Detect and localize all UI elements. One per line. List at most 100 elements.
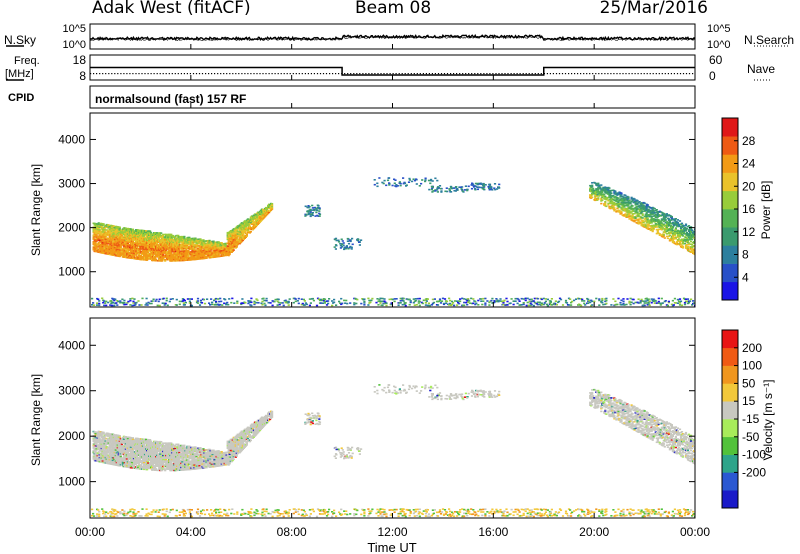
power-point: [131, 304, 134, 307]
power-point: [670, 303, 673, 306]
power-point: [156, 253, 159, 255]
power-point: [161, 260, 164, 262]
nave-point: [688, 73, 691, 75]
nave-point: [141, 73, 143, 75]
power-point: [206, 241, 209, 243]
power-point: [631, 213, 634, 215]
power-point: [184, 255, 187, 258]
power-point: [643, 304, 646, 307]
power-point: [141, 233, 145, 236]
power-point: [240, 224, 243, 227]
power-point: [357, 238, 360, 241]
power-point: [578, 297, 581, 300]
power-point: [160, 246, 163, 249]
power-point: [424, 302, 427, 304]
power-point: [309, 215, 312, 218]
power-point: [206, 248, 209, 250]
power-point: [343, 299, 346, 302]
nave-point: [150, 73, 152, 75]
power-point: [132, 302, 135, 304]
power-point: [647, 208, 650, 211]
power-point: [474, 188, 477, 191]
power-point: [138, 249, 142, 251]
power-point: [97, 242, 100, 244]
power-point: [598, 304, 601, 306]
nave-point: [153, 73, 155, 75]
nave-point: [598, 73, 600, 75]
power-point: [146, 234, 149, 236]
power-point: [452, 302, 455, 304]
power-point: [305, 213, 308, 216]
power-point: [450, 191, 453, 193]
power-point: [306, 210, 309, 213]
power-point: [104, 246, 107, 248]
power-point: [226, 233, 229, 235]
power-point: [108, 235, 111, 237]
power-point: [180, 247, 183, 250]
power-point: [126, 229, 129, 231]
power-point: [114, 241, 117, 244]
power-point: [196, 239, 199, 242]
nave-point: [177, 73, 179, 75]
power-point: [218, 300, 221, 303]
power-point: [191, 251, 194, 253]
nave-point: [607, 73, 609, 75]
power-point: [311, 204, 314, 207]
nave-point: [628, 73, 630, 75]
nave-point: [220, 73, 222, 75]
power-point: [401, 303, 404, 306]
power-point: [334, 238, 337, 241]
power-point: [132, 300, 135, 303]
power-point: [409, 301, 412, 304]
power-point: [681, 247, 685, 249]
power-point: [150, 302, 153, 305]
power-point: [367, 297, 370, 300]
power-point: [670, 215, 673, 218]
velocity-point: [95, 443, 98, 446]
power-point: [489, 188, 492, 191]
power-point: [163, 304, 166, 306]
power-point: [119, 301, 122, 304]
power-point: [141, 245, 145, 248]
nave-point: [437, 73, 440, 75]
power-point: [116, 248, 119, 251]
power-point: [481, 303, 484, 306]
power-point: [404, 304, 407, 307]
power-point: [212, 248, 215, 251]
power-point: [241, 298, 244, 300]
power-point: [162, 235, 165, 237]
power-point: [565, 302, 569, 304]
power-point: [188, 302, 191, 304]
power-point: [97, 223, 100, 226]
power-point: [607, 202, 610, 205]
power-point: [104, 235, 107, 238]
power-point: [443, 298, 447, 300]
power-point: [382, 182, 385, 185]
power-point: [484, 304, 487, 306]
power-point: [660, 222, 663, 224]
nave-point: [319, 73, 322, 75]
power-point: [284, 301, 287, 304]
power-point: [183, 259, 186, 262]
nave-point: [271, 73, 273, 75]
power-point: [342, 244, 345, 247]
power-point: [470, 297, 473, 300]
power-point: [121, 298, 124, 301]
power-point: [158, 237, 161, 240]
freq-ytick-top: 18: [73, 53, 87, 67]
power-point: [341, 246, 344, 248]
power-point: [605, 302, 608, 305]
power-point: [122, 247, 125, 249]
power-point: [108, 239, 111, 241]
power-point: [637, 223, 640, 225]
power-point: [529, 302, 532, 305]
power-point: [385, 302, 388, 304]
power-point: [628, 199, 631, 202]
power-point: [166, 245, 169, 248]
power-point: [214, 304, 217, 306]
power-point: [528, 300, 531, 303]
power-point: [213, 299, 216, 302]
power-point: [655, 226, 658, 228]
nave-point: [685, 73, 688, 75]
power-point: [480, 298, 483, 300]
